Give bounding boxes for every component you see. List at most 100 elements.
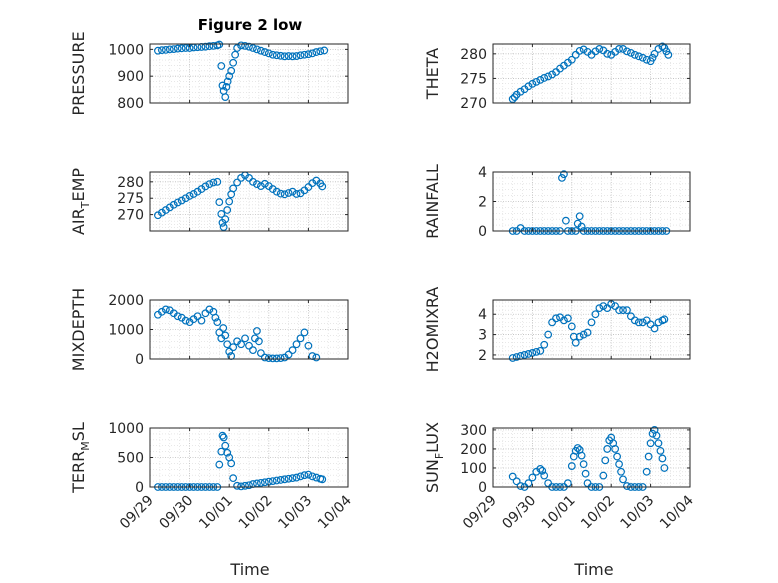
data-point bbox=[288, 52, 297, 61]
data-point bbox=[253, 180, 261, 189]
data-point bbox=[540, 74, 549, 82]
data-point bbox=[623, 482, 631, 490]
data-point bbox=[538, 466, 547, 475]
data-point bbox=[560, 170, 568, 179]
y-axis-label: MIXDEPTH bbox=[69, 288, 88, 371]
data-point bbox=[595, 304, 604, 313]
data-point bbox=[223, 340, 232, 349]
data-point bbox=[520, 351, 529, 359]
y-tick-label: 0 bbox=[478, 480, 487, 496]
data-point bbox=[611, 445, 620, 453]
data-point bbox=[567, 322, 576, 331]
y-tick-label: 275 bbox=[460, 71, 487, 87]
y-axis-label: SUNFLUX bbox=[423, 422, 446, 493]
data-point bbox=[189, 190, 198, 198]
data-point bbox=[280, 475, 289, 484]
data-point bbox=[658, 42, 667, 51]
axes-box bbox=[149, 171, 349, 232]
data-point bbox=[237, 173, 245, 182]
data-point bbox=[165, 45, 174, 54]
panel-1: 800 900 1000 PRESSURE bbox=[69, 31, 349, 116]
data-point bbox=[249, 44, 257, 52]
data-point bbox=[300, 471, 309, 480]
data-point bbox=[627, 48, 635, 57]
data-point bbox=[312, 353, 321, 362]
data-point bbox=[288, 187, 297, 196]
data-point bbox=[567, 55, 576, 64]
data-point bbox=[591, 310, 600, 319]
y-tick-label: 500 bbox=[117, 451, 144, 467]
panel-2: 270 275 280 THETA bbox=[423, 42, 691, 112]
data-point bbox=[227, 66, 236, 75]
y-tick-label: 0 bbox=[478, 224, 487, 240]
data-point bbox=[237, 340, 245, 349]
data-point bbox=[619, 45, 627, 53]
axes-box bbox=[492, 427, 691, 488]
data-point bbox=[205, 305, 214, 314]
data-point bbox=[308, 179, 317, 188]
data-point bbox=[177, 44, 186, 53]
data-point bbox=[205, 42, 214, 51]
y-tick-label: 270 bbox=[460, 96, 487, 112]
y-tick-label: 1000 bbox=[108, 323, 144, 339]
data-point bbox=[611, 302, 620, 311]
data-point bbox=[292, 52, 301, 60]
y-tick-label: 1000 bbox=[108, 42, 144, 58]
data-point bbox=[548, 70, 556, 79]
x-tick-label: 10/03 bbox=[275, 493, 315, 533]
data-point bbox=[544, 330, 553, 339]
panel-5: 0 1000 2000 MIXDEPTH bbox=[69, 288, 349, 371]
data-point bbox=[264, 354, 273, 363]
data-point bbox=[560, 316, 568, 325]
y-tick-label: 2 bbox=[478, 348, 487, 364]
data-point bbox=[540, 471, 549, 480]
x-tick-label: 09/29 bbox=[117, 493, 157, 533]
panel-7: 0 500 1000 TERRMSL 09/29 09/30 10/01 10/02 10/03… bbox=[69, 421, 355, 532]
data-point bbox=[524, 82, 533, 91]
data-point bbox=[253, 327, 261, 335]
data-point bbox=[656, 446, 665, 455]
y-tick-label: 0 bbox=[135, 480, 144, 496]
data-point bbox=[225, 197, 234, 206]
data-point bbox=[169, 45, 178, 53]
data-point bbox=[304, 341, 313, 350]
data-point bbox=[552, 314, 560, 323]
data-point bbox=[512, 353, 521, 361]
data-point bbox=[249, 177, 257, 186]
data-point bbox=[280, 52, 289, 61]
data-point bbox=[516, 87, 525, 96]
data-point bbox=[623, 306, 631, 315]
data-point bbox=[181, 44, 190, 52]
data-point bbox=[272, 354, 281, 363]
data-point bbox=[245, 42, 253, 51]
data-point bbox=[296, 472, 305, 481]
data-point bbox=[276, 354, 285, 363]
data-point bbox=[241, 41, 249, 50]
data-point bbox=[579, 45, 588, 54]
data-point bbox=[245, 173, 253, 182]
x-tick-label: 10/01 bbox=[196, 493, 236, 533]
data-point bbox=[583, 328, 592, 337]
y-tick-label: 100 bbox=[460, 461, 487, 477]
data-point bbox=[548, 318, 556, 327]
data-point bbox=[233, 481, 242, 490]
data-point bbox=[558, 173, 566, 182]
data-point bbox=[642, 316, 651, 325]
figure-title: Figure 2 low bbox=[198, 16, 303, 34]
data-point bbox=[516, 482, 525, 490]
data-point bbox=[217, 210, 226, 218]
data-point bbox=[229, 184, 238, 193]
data-point bbox=[276, 476, 285, 484]
data-point bbox=[154, 46, 162, 55]
data-point bbox=[231, 50, 240, 59]
data-point bbox=[296, 334, 305, 343]
data-point bbox=[544, 72, 553, 81]
data-point bbox=[644, 452, 653, 461]
data-point bbox=[225, 72, 234, 81]
data-point bbox=[615, 460, 623, 469]
data-point bbox=[268, 477, 277, 486]
data-point bbox=[197, 185, 206, 193]
data-point bbox=[157, 307, 166, 316]
data-point bbox=[193, 187, 202, 196]
y-tick-label: 3 bbox=[478, 328, 487, 344]
